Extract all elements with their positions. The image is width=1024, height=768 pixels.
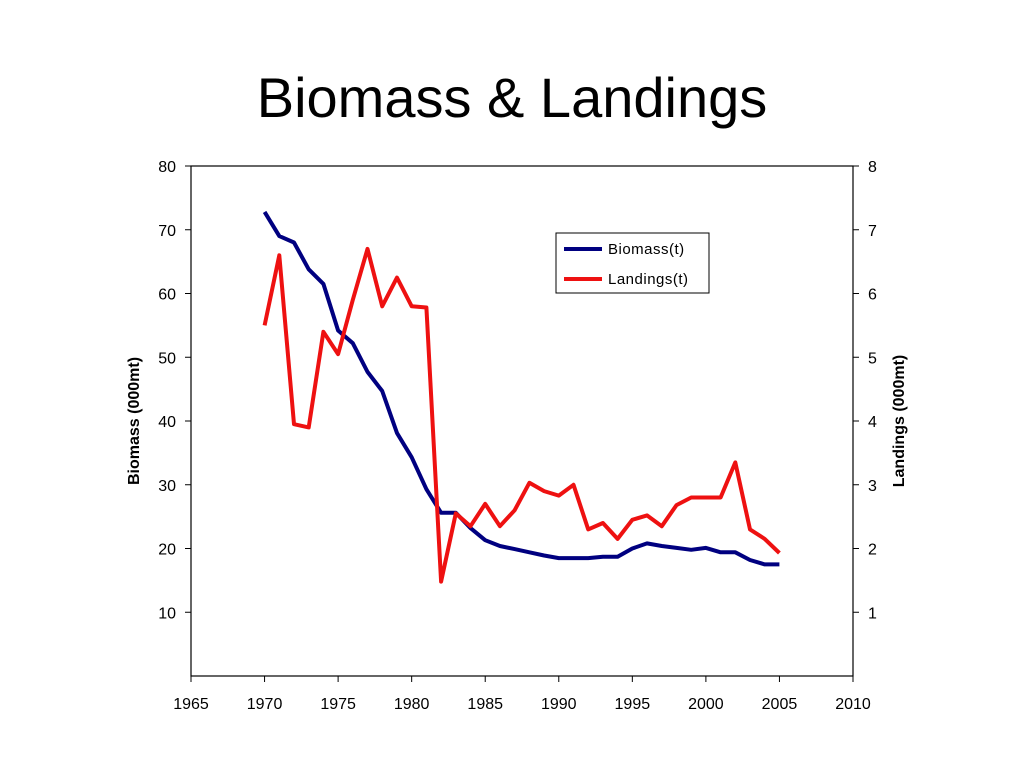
y-tick-label-right: 8 [868,159,877,176]
y-tick-label-left: 10 [158,605,176,622]
x-tick-label: 1990 [541,696,577,713]
x-tick-label: 2000 [688,696,724,713]
x-tick-label: 1975 [320,696,356,713]
x-tick-label: 2010 [835,696,871,713]
y-tick-label-left: 40 [158,414,176,431]
x-tick-label: 1995 [615,696,651,713]
x-tick-label: 2005 [762,696,798,713]
y-tick-label-left: 80 [158,159,176,176]
y-tick-label-left: 20 [158,542,176,559]
x-tick-label: 1980 [394,696,430,713]
legend-label: Biomass(t) [608,241,685,258]
y-tick-label-right: 6 [868,287,877,304]
x-tick-label: 1985 [467,696,503,713]
legend-label: Landings(t) [608,271,689,288]
y-tick-label-right: 1 [868,605,877,622]
y-tick-label-right: 2 [868,542,877,559]
series-line-landings-t [262,246,781,584]
y-tick-label-right: 4 [868,414,877,431]
x-tick-label: 1970 [247,696,283,713]
y-tick-label-right: 7 [868,223,877,240]
y-axis-title-right: Landings (000mt) [891,355,908,487]
y-tick-label-left: 50 [158,350,176,367]
y-tick-label-right: 5 [868,350,877,367]
y-axis-title-left: Biomass (000mt) [126,357,143,485]
slide-title: Biomass & Landings [256,66,768,129]
series-line-biomass-t [262,210,780,567]
y-tick-label-left: 30 [158,478,176,495]
y-tick-label-right: 3 [868,478,877,495]
chart-legend: Biomass(t) Landings(t) [555,232,710,294]
y-tick-label-left: 60 [158,287,176,304]
y-tick-label-left: 70 [158,223,176,240]
legend-box [555,232,710,294]
x-tick-label: 1965 [173,696,209,713]
